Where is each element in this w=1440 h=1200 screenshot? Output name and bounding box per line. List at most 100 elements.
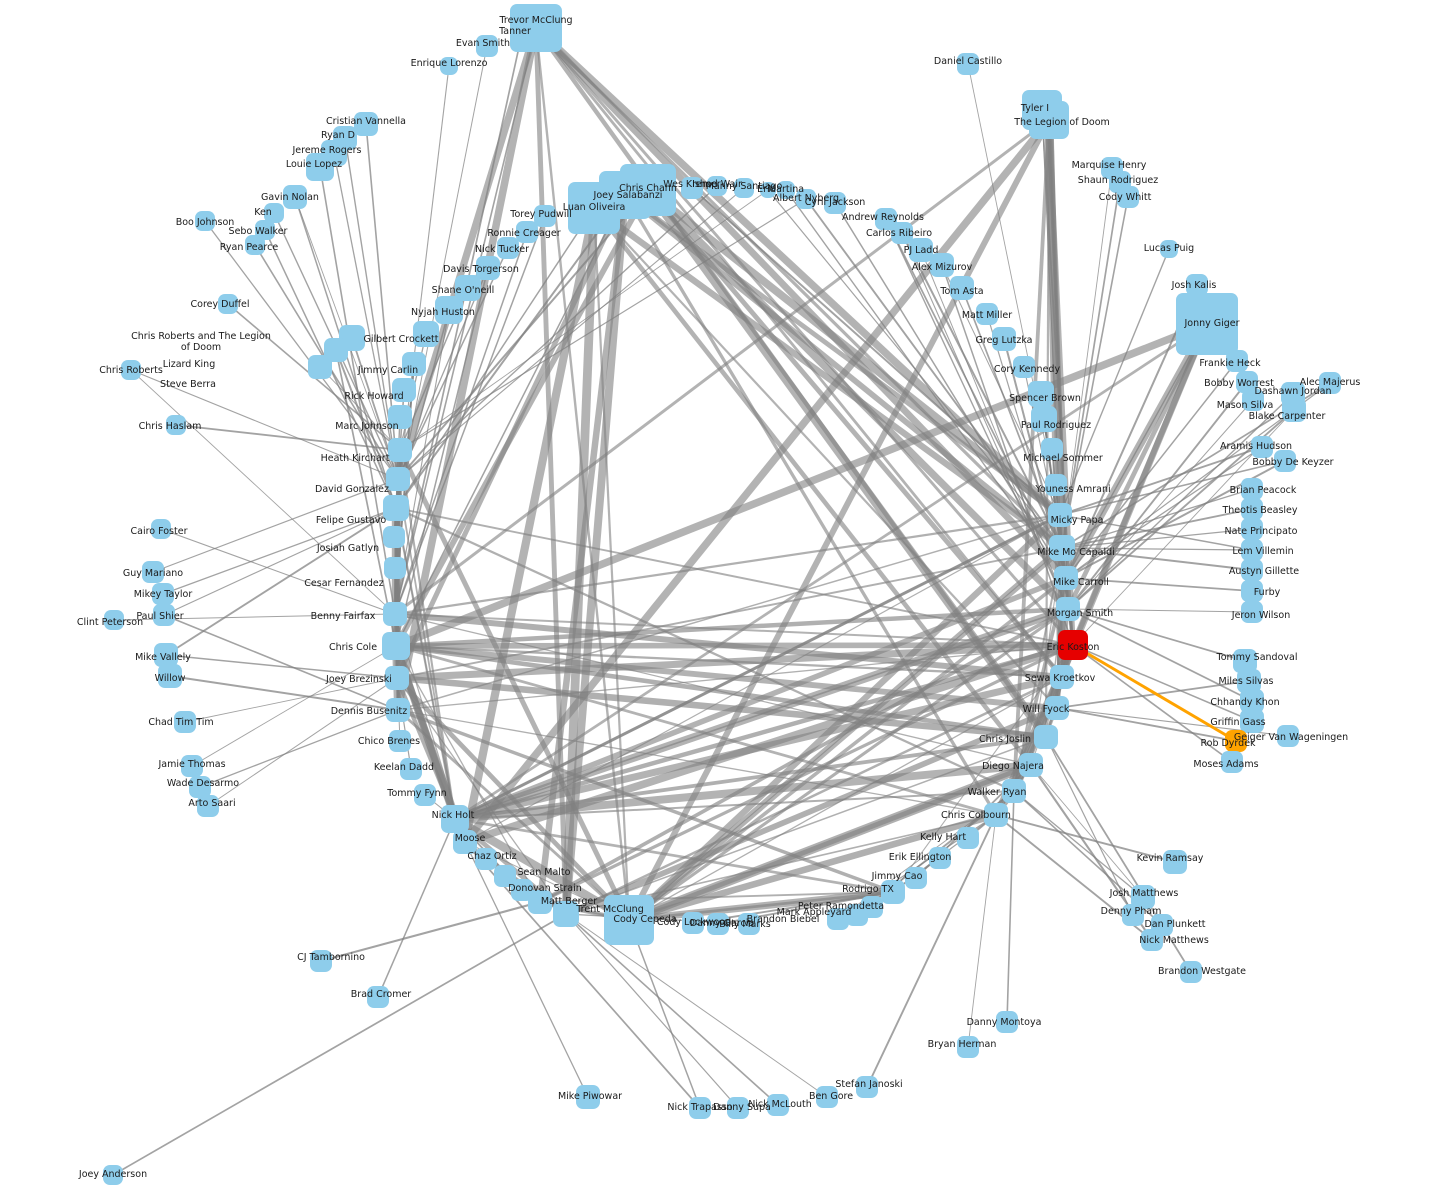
graph-node[interactable] [413,321,439,347]
graph-node[interactable] [1045,696,1069,720]
graph-node[interactable] [604,895,654,945]
graph-node[interactable] [816,1086,838,1108]
graph-node[interactable] [153,604,175,626]
graph-node[interactable] [151,519,171,539]
graph-node[interactable] [534,205,556,227]
graph-node[interactable] [992,327,1016,351]
graph-node[interactable] [497,237,519,259]
graph-node[interactable] [976,303,998,325]
graph-node[interactable] [1241,518,1263,540]
graph-node[interactable] [957,1036,979,1058]
graph-node[interactable] [1028,381,1054,407]
graph-node[interactable] [103,1165,123,1185]
graph-node[interactable] [1225,730,1247,752]
graph-node[interactable] [388,405,412,429]
graph-node[interactable] [383,495,409,521]
graph-node[interactable] [389,730,411,752]
graph-node[interactable] [440,57,458,75]
graph-node[interactable] [1241,539,1263,561]
graph-node[interactable] [121,360,141,380]
graph-node[interactable] [1221,751,1243,773]
graph-node[interactable] [511,879,533,901]
graph-node[interactable] [891,222,913,244]
graph-node[interactable] [218,294,238,314]
graph-node[interactable] [400,758,422,780]
graph-node[interactable] [1163,850,1187,874]
graph-node[interactable] [950,276,974,300]
graph-node[interactable] [306,153,334,181]
graph-node[interactable] [310,950,332,972]
graph-node[interactable] [1274,450,1296,472]
graph-node[interactable] [1242,389,1264,411]
graph-node[interactable] [1251,436,1273,458]
graph-node[interactable] [707,913,729,935]
graph-node[interactable] [827,908,849,930]
graph-node[interactable] [734,178,754,198]
graph-node[interactable] [1034,725,1058,749]
graph-node[interactable] [1019,753,1043,777]
graph-node[interactable] [1049,535,1075,561]
graph-node[interactable] [1050,665,1074,689]
graph-node[interactable] [384,557,406,579]
graph-node[interactable] [142,561,164,583]
graph-node[interactable] [367,986,389,1008]
graph-node[interactable] [245,235,265,255]
graph-node[interactable] [104,610,124,630]
graph-node[interactable] [682,912,704,934]
graph-node[interactable] [197,795,219,817]
graph-node[interactable] [1045,474,1067,496]
graph-node[interactable] [957,827,979,849]
graph-node[interactable] [1319,372,1341,394]
graph-node[interactable] [152,583,174,605]
graph-node[interactable] [984,803,1008,827]
graph-node[interactable] [689,1097,711,1119]
graph-node[interactable] [1117,186,1139,208]
graph-node[interactable] [516,221,538,243]
graph-node[interactable] [881,880,905,904]
graph-node[interactable] [957,53,979,75]
graph-node[interactable] [510,27,532,49]
graph-node[interactable] [1176,293,1238,355]
graph-node[interactable] [528,890,552,914]
graph-node[interactable] [1240,709,1264,733]
graph-node[interactable] [1236,371,1258,393]
graph-node[interactable] [1160,240,1178,258]
graph-node[interactable] [576,1085,600,1109]
graph-node[interactable] [1041,438,1063,460]
graph-node[interactable] [777,181,795,199]
graph-node[interactable] [1186,274,1208,296]
graph-node[interactable] [195,211,215,231]
graph-node[interactable] [453,830,477,854]
graph-node[interactable] [475,848,497,870]
graph-node[interactable] [1241,478,1263,500]
graph-node[interactable] [402,352,426,376]
graph-node[interactable] [383,526,405,548]
graph-node[interactable] [1002,779,1026,803]
graph-node[interactable] [727,1097,749,1119]
graph-node[interactable] [388,438,412,462]
graph-node[interactable] [760,182,776,198]
graph-node[interactable] [824,192,846,214]
graph-node[interactable] [383,602,407,626]
graph-node[interactable] [856,1076,878,1098]
graph-node[interactable] [354,112,378,136]
graph-node[interactable] [386,467,410,491]
graph-node[interactable] [386,698,410,722]
graph-node[interactable] [929,847,951,869]
graph-node[interactable] [174,711,196,733]
graph-node[interactable] [1277,725,1299,747]
graph-node[interactable] [767,1094,789,1116]
graph-node[interactable] [494,865,516,887]
graph-node[interactable] [1013,356,1035,378]
graph-node[interactable] [264,203,284,223]
graph-node[interactable] [476,35,498,57]
graph-node[interactable] [154,643,178,667]
graph-node[interactable] [392,378,416,402]
graph-node[interactable] [909,238,933,262]
graph-node[interactable] [414,784,436,806]
graph-node[interactable] [1241,580,1263,602]
graph-node[interactable] [1058,630,1088,660]
graph-node[interactable] [283,185,307,209]
graph-node[interactable] [1056,597,1080,621]
graph-node[interactable] [382,632,410,660]
